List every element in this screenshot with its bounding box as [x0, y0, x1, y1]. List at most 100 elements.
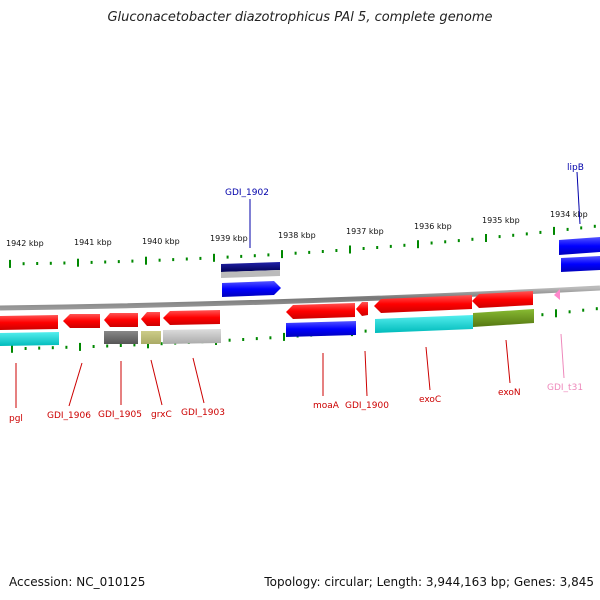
- minor-tick: [106, 344, 109, 348]
- gene-label-GDI_1900: GDI_1900: [345, 401, 389, 411]
- cds-arrow: [0, 315, 58, 330]
- minor-tick: [267, 253, 270, 257]
- major-tick: [11, 344, 13, 353]
- label-line-exoN: [505, 339, 511, 384]
- cog-bar: [0, 332, 59, 346]
- gene-label-GDI_1906: GDI_1906: [47, 411, 91, 421]
- gene-GDI_t31[interactable]: [554, 289, 560, 300]
- minor-tick: [512, 233, 515, 237]
- label-line-lipB: [576, 171, 581, 225]
- major-tick: [77, 258, 79, 267]
- major-tick: [147, 340, 149, 349]
- minor-tick: [242, 338, 245, 341]
- gene-label-moaA: moaA: [313, 401, 340, 411]
- gene-GDI_1905[interactable]: [104, 313, 138, 344]
- minor-tick: [321, 250, 324, 253]
- gene-label-grxC: grxC: [151, 410, 172, 420]
- minor-tick: [90, 260, 93, 264]
- ruler-label-1934: 1934 kbp: [550, 210, 588, 219]
- ruler-label-1935: 1935 kbp: [482, 216, 520, 225]
- minor-tick: [541, 313, 544, 317]
- gene-label-GDI_1902: GDI_1902: [225, 188, 269, 198]
- minor-tick: [38, 346, 41, 350]
- major-tick: [9, 259, 11, 268]
- minor-tick: [172, 258, 175, 262]
- gene-GDI_1906[interactable]: [63, 314, 100, 328]
- minor-tick: [49, 261, 52, 265]
- gene-exoC[interactable]: [374, 295, 473, 333]
- cog-bar-shadow: [221, 270, 280, 278]
- gene-label-exoC: exoC: [419, 395, 441, 405]
- label-line-grxC: [150, 359, 163, 406]
- minor-tick: [335, 249, 338, 252]
- label-line-GDI_t31: [560, 333, 565, 379]
- minor-tick: [582, 308, 585, 312]
- label-line-GDI_1900: [364, 350, 368, 397]
- label-line-GDI_1906: [68, 362, 83, 407]
- major-tick: [79, 342, 81, 351]
- cds-arrow: [374, 295, 472, 313]
- major-tick: [485, 234, 487, 242]
- cog-bar-navy: [221, 262, 280, 272]
- accession-text: Accession: NC_010125: [9, 575, 146, 589]
- minor-tick: [566, 227, 569, 231]
- cog-bar: [141, 331, 161, 344]
- minor-tick: [131, 259, 134, 263]
- cds-arrow: [141, 312, 160, 326]
- label-line-GDI_1903: [192, 357, 205, 404]
- map-title: Gluconacetobacter diazotrophicus PAl 5, …: [107, 10, 493, 25]
- gene-exoN[interactable]: [472, 291, 534, 327]
- major-tick: [283, 332, 285, 341]
- gene-label-GDI_1903: GDI_1903: [181, 408, 225, 418]
- gene-label-pgl: pgl: [9, 414, 23, 424]
- gene-pgl[interactable]: [0, 315, 59, 346]
- cog-bar: [104, 331, 138, 344]
- minor-tick: [63, 261, 66, 265]
- gene-GDI_1903[interactable]: [163, 310, 221, 344]
- minor-tick: [430, 241, 433, 245]
- minor-tick: [199, 256, 202, 260]
- minor-tick: [362, 247, 365, 250]
- cog-bar: [375, 315, 473, 333]
- gene-label-GDI_1905: GDI_1905: [98, 410, 142, 420]
- minor-tick: [444, 240, 447, 244]
- minor-tick: [228, 338, 231, 342]
- gene-moaA[interactable]: [286, 303, 356, 337]
- cog-bar: [473, 309, 534, 327]
- trna-marker: [554, 289, 560, 300]
- major-tick: [213, 253, 215, 262]
- major-tick: [145, 256, 147, 265]
- minor-tick: [160, 342, 163, 346]
- minor-tick: [389, 244, 392, 248]
- ruler-label-1940: 1940 kbp: [142, 237, 180, 246]
- minor-tick: [255, 337, 258, 341]
- minor-tick: [403, 243, 406, 247]
- minor-tick: [457, 239, 460, 243]
- gene-lipB[interactable]: [559, 237, 600, 272]
- gene-label-GDI_t31: GDI_t31: [547, 383, 583, 393]
- ruler-label-1936: 1936 kbp: [414, 222, 452, 231]
- label-line-exoC: [425, 346, 431, 391]
- minor-tick: [471, 237, 474, 241]
- major-tick: [281, 250, 283, 259]
- upper-tick-ruler: [9, 224, 596, 268]
- ruler-label-1939: 1939 kbp: [210, 234, 248, 243]
- minor-tick: [525, 232, 528, 236]
- cds-arrow: [222, 281, 281, 297]
- ruler-label-1941: 1941 kbp: [74, 238, 112, 247]
- major-tick: [553, 226, 555, 235]
- minor-tick: [65, 345, 68, 349]
- minor-tick: [51, 346, 54, 350]
- cog-bar: [561, 256, 600, 272]
- minor-tick: [119, 344, 122, 347]
- gene-GDI_1900[interactable]: [356, 302, 368, 316]
- minor-tick: [580, 226, 583, 230]
- gene-GDI_1902[interactable]: [221, 262, 281, 297]
- genome-summary-text: Topology: circular; Length: 3,944,163 bp…: [264, 575, 594, 589]
- minor-tick: [364, 329, 367, 333]
- minor-tick: [117, 260, 120, 264]
- gene-grxC[interactable]: [141, 312, 161, 344]
- cds-arrow: [472, 291, 533, 308]
- minor-tick: [133, 343, 136, 347]
